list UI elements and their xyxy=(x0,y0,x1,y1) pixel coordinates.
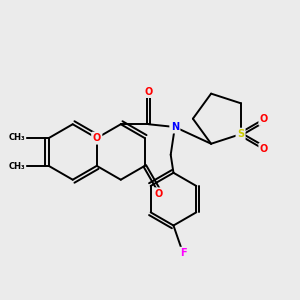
Text: S: S xyxy=(237,129,244,139)
Text: O: O xyxy=(154,189,163,199)
Text: N: N xyxy=(171,122,179,132)
Text: CH₃: CH₃ xyxy=(8,162,25,171)
Text: O: O xyxy=(93,133,101,143)
Text: F: F xyxy=(180,248,187,258)
Text: O: O xyxy=(260,114,268,124)
Text: O: O xyxy=(144,86,153,97)
Text: O: O xyxy=(260,144,268,154)
Text: CH₃: CH₃ xyxy=(8,133,25,142)
